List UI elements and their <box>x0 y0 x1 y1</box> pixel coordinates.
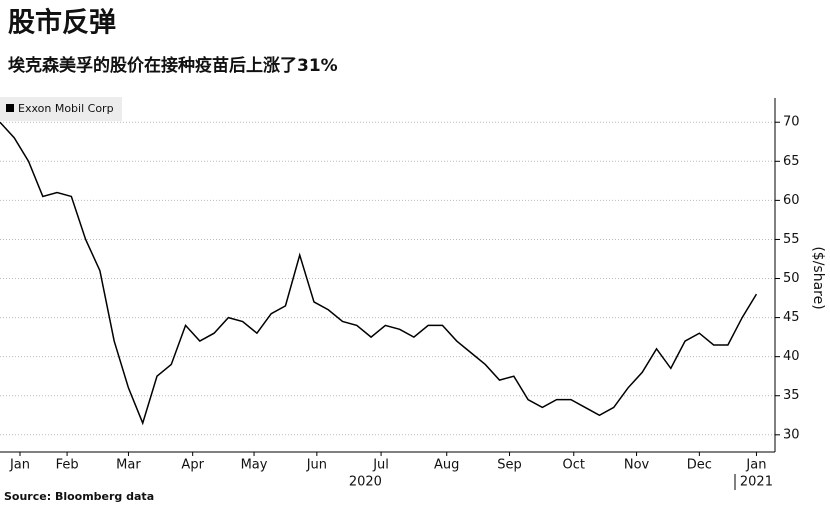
x-tick-label: Dec <box>687 458 712 473</box>
y-axis-label: ($/share) <box>810 246 826 309</box>
y-tick-label: 35 <box>783 388 800 403</box>
year-label: 2021 <box>740 475 773 490</box>
y-tick-label: 60 <box>783 193 800 208</box>
x-tick-label: Sep <box>497 458 522 473</box>
x-tick-label: Jun <box>306 458 327 473</box>
legend-box <box>0 97 122 121</box>
y-tick-label: 50 <box>783 271 800 286</box>
x-tick-label: Feb <box>56 458 79 473</box>
year-label: 2020 <box>349 475 382 490</box>
legend-label: Exxon Mobil Corp <box>18 102 114 115</box>
y-tick-label: 70 <box>783 115 800 130</box>
x-tick-label: Aug <box>434 458 459 473</box>
x-tick-label: Jul <box>372 458 389 473</box>
source: Source: Bloomberg data <box>4 490 154 503</box>
y-tick-label: 65 <box>783 154 800 169</box>
x-tick-label: Apr <box>181 458 204 473</box>
chart-subtitle: 埃克森美孚的股价在接种疫苗后上涨了31% <box>8 55 338 76</box>
x-tick-label: Jan <box>745 458 766 473</box>
x-tick-label: Mar <box>116 458 141 473</box>
y-tick-label: 55 <box>783 232 800 247</box>
y-tick-label: 30 <box>783 427 800 442</box>
x-tick-label: Nov <box>624 458 650 473</box>
y-tick-label: 40 <box>783 349 800 364</box>
x-tick-label: Oct <box>563 458 585 473</box>
x-tick-label: May <box>241 458 268 473</box>
legend-swatch <box>6 104 14 112</box>
line <box>0 121 758 426</box>
x-tick-label: Jan <box>9 458 30 473</box>
y-tick-label: 45 <box>783 310 800 325</box>
chart-title: 股市反弹 <box>8 7 116 39</box>
